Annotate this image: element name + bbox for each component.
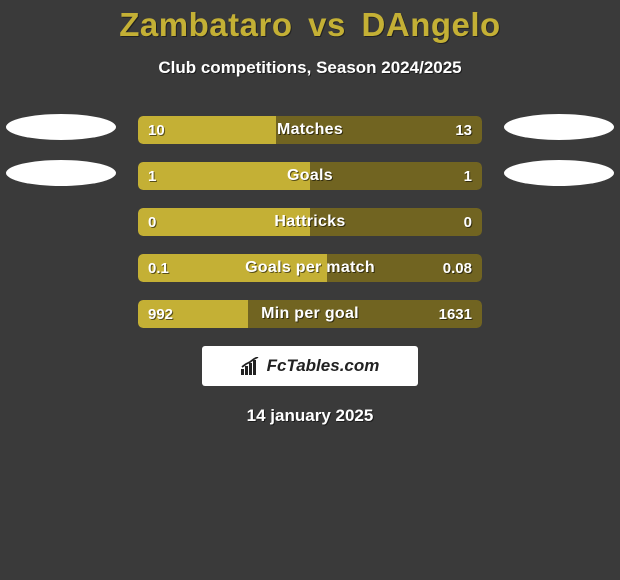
snapshot-date: 14 january 2025 xyxy=(0,406,620,426)
subtitle: Club competitions, Season 2024/2025 xyxy=(0,58,620,78)
source-badge-text: FcTables.com xyxy=(267,356,380,376)
stats-area: 1013Matches 11Goals 00Hattricks 0.10.08Goal… xyxy=(0,116,620,328)
stat-label: Hattricks xyxy=(138,208,482,236)
vs-separator: vs xyxy=(308,6,346,43)
stat-label: Matches xyxy=(138,116,482,144)
avatar-right-placeholder-2 xyxy=(504,160,614,186)
chart-icon xyxy=(241,357,261,375)
avatar-left-placeholder-2 xyxy=(6,160,116,186)
player-left-name: Zambataro xyxy=(119,6,292,43)
source-badge[interactable]: FcTables.com xyxy=(202,346,418,386)
stat-label: Goals per match xyxy=(138,254,482,282)
avatar-left-placeholder-1 xyxy=(6,114,116,140)
stat-bar: 11Goals xyxy=(138,162,482,190)
stat-bar: 00Hattricks xyxy=(138,208,482,236)
stat-bar: 9921631Min per goal xyxy=(138,300,482,328)
stat-bar: 0.10.08Goals per match xyxy=(138,254,482,282)
stat-label: Goals xyxy=(138,162,482,190)
player-right-name: DAngelo xyxy=(362,6,501,43)
stat-label: Min per goal xyxy=(138,300,482,328)
stat-bar: 1013Matches xyxy=(138,116,482,144)
comparison-card: Zambataro vs DAngelo Club competitions, … xyxy=(0,0,620,580)
avatar-right-placeholder-1 xyxy=(504,114,614,140)
title: Zambataro vs DAngelo xyxy=(0,0,620,44)
stat-bars: 1013Matches 11Goals 00Hattricks 0.10.08Goal… xyxy=(138,116,482,328)
